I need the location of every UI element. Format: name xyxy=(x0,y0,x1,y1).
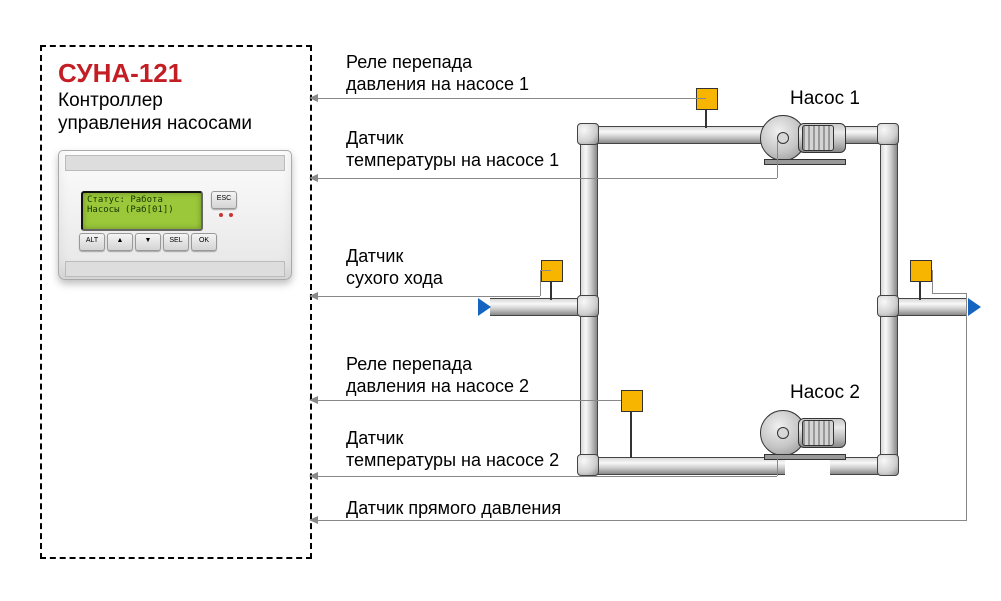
elbow-tl xyxy=(577,123,599,145)
label-temp1: Датчик температуры на насосе 1 xyxy=(346,128,559,171)
line-pressure-sens xyxy=(932,270,933,294)
sensor-relay2-stem xyxy=(630,412,632,458)
label-temp2: Датчик температуры на насосе 2 xyxy=(346,428,559,471)
line-pressure-h xyxy=(316,520,966,521)
device-screen: Статус: Работа Насосы (Раб[01]) xyxy=(81,191,203,231)
controller-subtitle: Контроллер управления насосами xyxy=(58,90,252,136)
pump-1 xyxy=(760,105,850,165)
tee-left xyxy=(577,295,599,317)
device-btn-alt: ALT xyxy=(79,233,105,251)
line-relay1 xyxy=(316,98,706,99)
pipe-outlet xyxy=(896,298,966,316)
flow-arrow-in xyxy=(478,298,491,316)
line-temp2-h xyxy=(316,476,777,477)
controller-device: Статус: Работа Насосы (Раб[01]) ESC ALT … xyxy=(58,150,292,280)
label-dry: Датчик сухого хода xyxy=(346,246,443,289)
device-btn-sel: SEL xyxy=(163,233,189,251)
flow-arrow-out xyxy=(968,298,981,316)
elbow-bl xyxy=(577,454,599,476)
line-temp1-v xyxy=(777,140,778,178)
sensor-relay2 xyxy=(621,390,643,412)
controller-title: СУНА-121 xyxy=(58,58,182,89)
arrow-pressure xyxy=(309,516,318,524)
line-dry-top xyxy=(540,270,551,271)
line-dry xyxy=(316,296,540,297)
sensor-pressure xyxy=(910,260,932,282)
sensor-pressure-stem xyxy=(919,282,921,300)
elbow-br xyxy=(877,454,899,476)
arrow-relay2 xyxy=(309,396,318,404)
label-relay1: Реле перепада давления на насосе 1 xyxy=(346,52,529,95)
arrow-temp2 xyxy=(309,472,318,480)
arrow-temp1 xyxy=(309,174,318,182)
device-btn-ok: OK xyxy=(191,233,217,251)
label-pressure: Датчик прямого давления xyxy=(346,498,561,520)
label-pump2: Насос 2 xyxy=(790,382,860,405)
tee-right xyxy=(877,295,899,317)
label-pump1: Насос 1 xyxy=(790,88,860,111)
sensor-relay1 xyxy=(696,88,718,110)
device-btn-dn: ▼ xyxy=(135,233,161,251)
device-btn-esc: ESC xyxy=(211,191,237,209)
sensor-dry-stem xyxy=(550,282,552,300)
pipe-inlet xyxy=(490,298,585,316)
line-pressure-v xyxy=(966,293,967,521)
elbow-tr xyxy=(877,123,899,145)
line-relay2 xyxy=(316,400,621,401)
pump-2 xyxy=(760,400,850,460)
line-temp2-v xyxy=(777,458,778,476)
sensor-dry xyxy=(541,260,563,282)
arrow-relay1 xyxy=(309,94,318,102)
line-pressure-top xyxy=(932,293,966,294)
arrow-dry xyxy=(309,292,318,300)
line-temp1-h xyxy=(316,178,777,179)
pipe-top xyxy=(590,126,785,144)
sensor-relay1-stem xyxy=(705,110,707,128)
line-dry-v xyxy=(540,270,541,296)
device-btn-up: ▲ xyxy=(107,233,133,251)
pipe-bottom xyxy=(590,457,785,475)
label-relay2: Реле перепада давления на насосе 2 xyxy=(346,354,529,397)
